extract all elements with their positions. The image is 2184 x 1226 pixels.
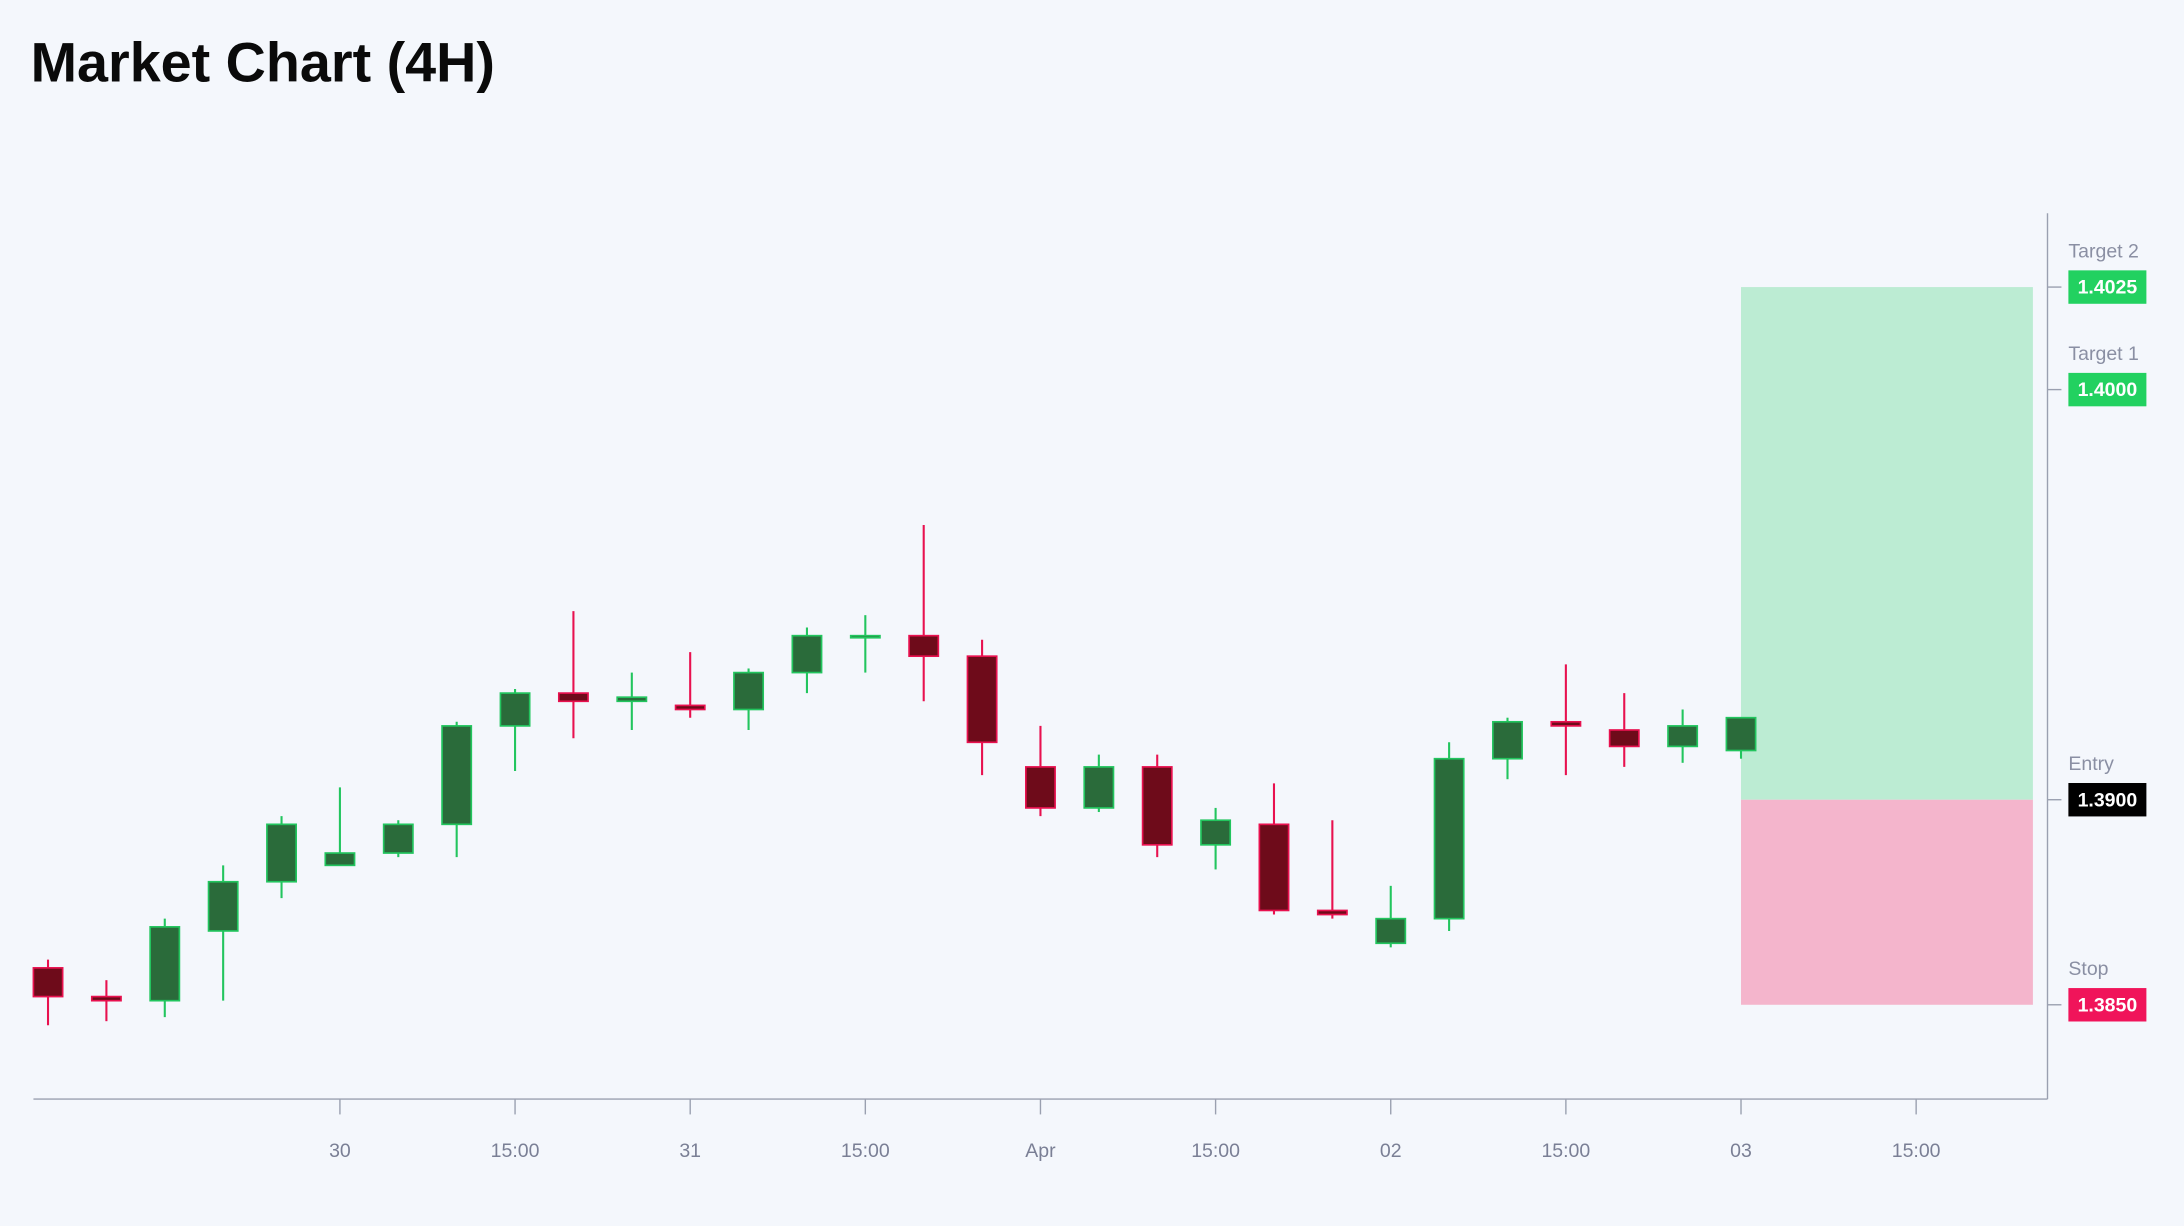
candle-body <box>1025 766 1056 809</box>
x-tick-label: 15:00 <box>1892 1140 1941 1162</box>
x-tick-label: 15:00 <box>841 1140 890 1162</box>
candle-body <box>616 696 648 703</box>
candle-body <box>791 634 823 674</box>
level-name: Entry <box>2068 753 2114 775</box>
candle-body <box>207 880 239 932</box>
candle-body <box>1258 823 1290 912</box>
candle-body <box>733 671 765 711</box>
candle-body <box>1725 716 1757 752</box>
candle-body <box>557 692 589 703</box>
level-name: Stop <box>2068 958 2108 980</box>
loss-zone <box>1741 799 2033 1005</box>
level-badge <box>2068 270 2147 304</box>
candle-body <box>1141 766 1173 846</box>
x-tick-label: 30 <box>329 1140 351 1162</box>
candle-body <box>266 823 297 883</box>
candle-body <box>441 725 473 826</box>
candle-body <box>674 704 706 711</box>
candle-body <box>499 692 531 727</box>
candle-body <box>849 634 881 639</box>
candle-body <box>382 823 414 854</box>
level-price: 1.4000 <box>2078 379 2138 401</box>
candle-body <box>1200 819 1232 846</box>
candle-body <box>1492 720 1523 760</box>
level-name: Target 2 <box>2068 240 2138 262</box>
chart-title: Market Chart (4H) <box>31 32 495 94</box>
candle-body <box>966 655 998 744</box>
candle-body <box>149 926 181 1002</box>
x-tick-label: 31 <box>679 1140 701 1162</box>
x-tick-label: 02 <box>1380 1140 1402 1162</box>
level-price: 1.3850 <box>2078 994 2138 1016</box>
x-tick-label: 15:00 <box>1541 1140 1590 1162</box>
x-tick-label: Apr <box>1025 1140 1056 1162</box>
candle-body <box>1316 909 1348 916</box>
profit-zone <box>1741 287 2033 800</box>
level-badge <box>2068 372 2147 407</box>
level-price: 1.3900 <box>2078 789 2138 811</box>
level-badge <box>2068 783 2147 817</box>
x-tick-label: 15:00 <box>491 1140 540 1162</box>
candle-body <box>1083 766 1115 809</box>
candle-body <box>1433 757 1465 920</box>
candle-body <box>1608 729 1640 748</box>
candle-body <box>908 634 940 658</box>
candle-body <box>32 967 64 998</box>
level-badge <box>2068 988 2147 1022</box>
x-tick-label: 03 <box>1730 1140 1752 1162</box>
level-price: 1.4025 <box>2078 277 2138 299</box>
candle-body <box>1375 917 1407 945</box>
candle-body <box>90 995 122 1002</box>
level-name: Target 1 <box>2068 343 2138 365</box>
candle-body <box>1667 725 1699 748</box>
x-tick-label: 15:00 <box>1191 1140 1240 1162</box>
candle-body <box>1550 720 1582 727</box>
candle-body <box>324 852 356 867</box>
